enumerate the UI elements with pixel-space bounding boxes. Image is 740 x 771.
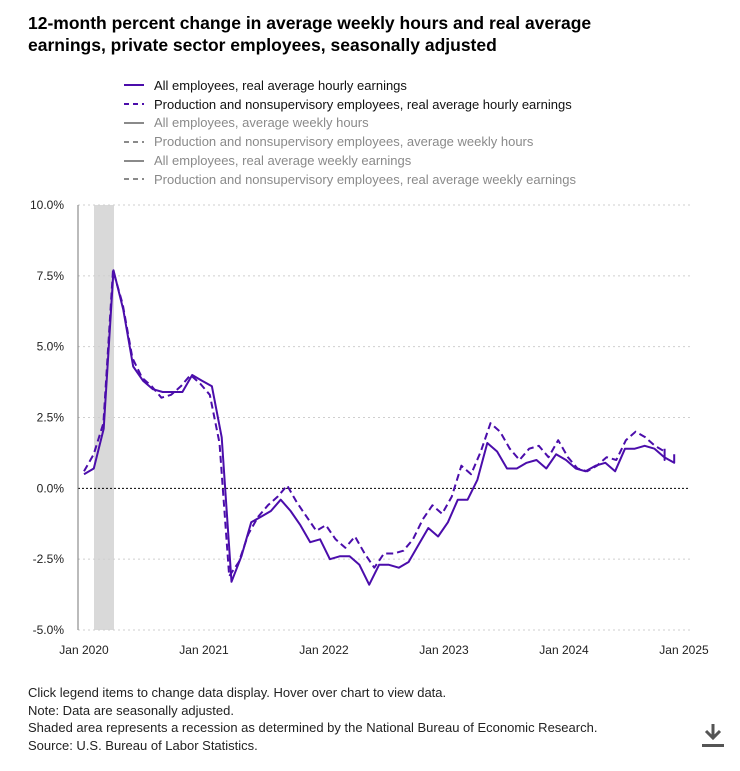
legend-item[interactable]: All employees, real average weekly earni… <box>122 151 576 170</box>
dashed-line-swatch-icon <box>124 178 144 181</box>
line-chart[interactable]: 10.0% 7.5% 5.0% 2.5% 0.0% -2.5% -5.0% Jan 2020 J… <box>0 190 740 670</box>
note-instructions: Click legend items to change data displa… <box>28 685 447 700</box>
legend-label: All employees, real average weekly earni… <box>154 153 412 169</box>
legend-item[interactable]: Production and nonsupervisory employees,… <box>122 95 576 114</box>
x-tick-label: Jan 2025 <box>659 643 709 657</box>
solid-line-swatch-icon <box>124 121 144 124</box>
solid-line-swatch-icon <box>124 159 144 162</box>
y-tick-label: 0.0% <box>37 481 65 495</box>
x-tick-label: Jan 2023 <box>419 643 469 657</box>
y-tick-label: 10.0% <box>30 198 64 212</box>
y-tick-label: 2.5% <box>37 411 65 425</box>
y-tick-label: -2.5% <box>33 552 65 566</box>
y-tick-label: 7.5% <box>37 269 65 283</box>
legend: All employees, real average hourly earni… <box>122 76 576 189</box>
x-tick-label: Jan 2024 <box>539 643 589 657</box>
series-line-all-employees[interactable] <box>83 269 676 586</box>
download-icon[interactable] <box>700 722 726 750</box>
y-tick-label: -5.0% <box>33 623 65 637</box>
legend-label: Production and nonsupervisory employees,… <box>154 171 577 187</box>
legend-item[interactable]: Production and nonsupervisory employees,… <box>122 170 576 189</box>
note-seasonal: Note: Data are seasonally adjusted. <box>28 702 234 718</box>
y-tick-label: 5.0% <box>37 340 65 354</box>
x-tick-label: Jan 2022 <box>299 643 349 657</box>
legend-item[interactable]: Production and nonsupervisory employees,… <box>122 132 576 151</box>
legend-item[interactable]: All employees, real average hourly earni… <box>122 76 576 95</box>
series-line-production[interactable] <box>83 269 666 578</box>
legend-item[interactable]: All employees, average weekly hours <box>122 114 576 133</box>
dashed-line-swatch-icon <box>124 103 144 106</box>
chart-title-line-1: 12-month percent change in average weekl… <box>28 13 592 33</box>
x-tick-label: Jan 2020 <box>59 643 109 657</box>
legend-label: Production and nonsupervisory employees,… <box>154 96 572 112</box>
legend-label: All employees, average weekly hours <box>154 115 369 131</box>
x-tick-label: Jan 2021 <box>179 643 229 657</box>
note-recession: Shaded area represents a recession as de… <box>28 720 598 735</box>
chart-notes: Click legend items to change data displa… <box>28 684 597 754</box>
dashed-line-swatch-icon <box>124 140 144 143</box>
note-source: Source: U.S. Bureau of Labor Statistics. <box>28 737 258 753</box>
legend-label: Production and nonsupervisory employees,… <box>154 134 534 150</box>
chart-title: 12-month percent change in average weekl… <box>28 12 718 56</box>
legend-label: All employees, real average hourly earni… <box>154 77 407 93</box>
solid-line-swatch-icon <box>124 84 144 87</box>
chart-title-line-2: earnings, private sector employees, seas… <box>28 35 497 55</box>
